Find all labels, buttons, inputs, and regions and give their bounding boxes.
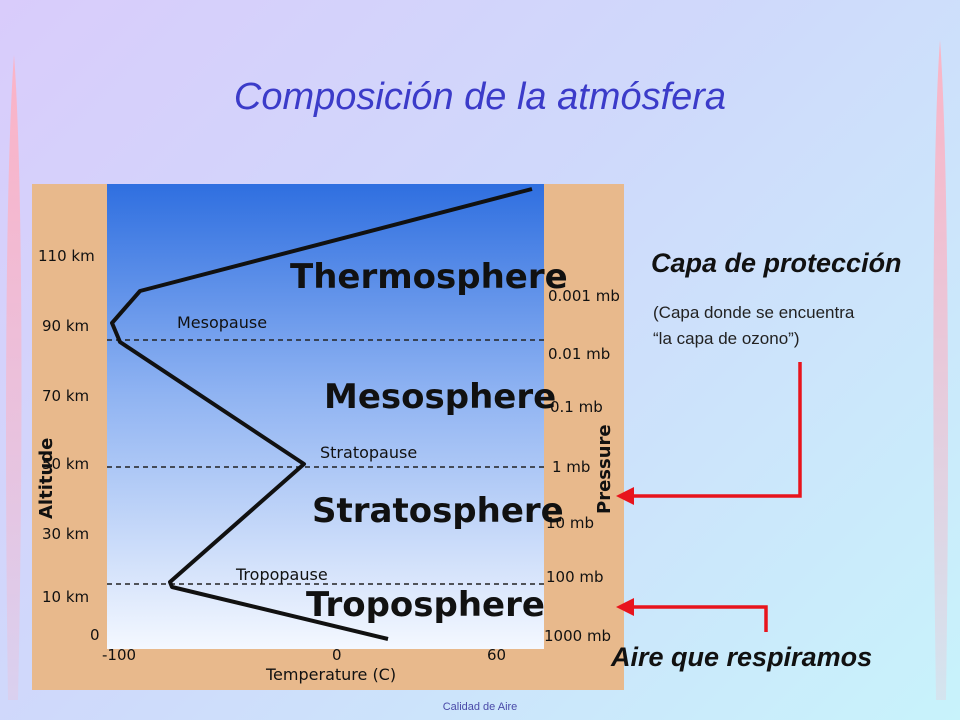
temperature-profile-line <box>110 187 533 641</box>
temperature-axis-label: Temperature (C) <box>265 665 396 684</box>
air-arrowhead <box>616 598 634 616</box>
pressure-tick: 1000 mb <box>544 627 611 645</box>
pressure-tick: 100 mb <box>546 568 604 586</box>
temperature-tick: 60 <box>487 646 506 664</box>
protection-note-line: “la capa de ozono”) <box>653 329 800 348</box>
altitude-tick: 0 <box>90 626 100 644</box>
layer-thermosphere: Thermosphere <box>290 257 568 297</box>
label-tropopause: Tropopause <box>235 565 328 584</box>
pressure-axis-label: Pressure <box>594 424 615 514</box>
breathing-air-label: Aire que respiramos <box>611 642 873 672</box>
altitude-ticks: 110 km 90 km 70 km 50 km 30 km 10 km 0 <box>38 247 100 644</box>
layer-stratosphere: Stratosphere <box>312 491 564 531</box>
altitude-tick: 50 km <box>42 455 89 473</box>
protection-arrow <box>630 362 802 498</box>
pressure-ticks: 0.001 mb 0.01 mb 0.1 mb 1 mb 10 mb 100 m… <box>544 287 620 645</box>
page-title: Composición de la atmósfera <box>233 76 727 118</box>
altitude-tick: 70 km <box>42 387 89 405</box>
footer-text: Calidad de Aire <box>442 701 518 713</box>
protection-layer-note: (Capa donde se encuentra “la capa de ozo… <box>653 300 854 352</box>
protection-note-line: (Capa donde se encuentra <box>653 303 855 322</box>
air-arrow <box>630 605 768 632</box>
temperature-tick: -100 <box>102 646 136 664</box>
label-stratopause: Stratopause <box>320 443 417 462</box>
left-decorative-streak <box>6 55 22 700</box>
protection-layer-title: Capa de protección <box>651 248 902 278</box>
altitude-tick: 10 km <box>42 588 89 606</box>
atmosphere-diagram: Thermosphere Mesosphere Stratosphere Tro… <box>32 184 624 690</box>
label-mesopause: Mesopause <box>177 313 267 332</box>
pressure-tick: 0.1 mb <box>550 398 603 416</box>
altitude-axis-label: Altitude <box>36 438 57 519</box>
layer-mesosphere: Mesosphere <box>324 377 556 417</box>
pressure-tick: 10 mb <box>546 514 594 532</box>
pressure-tick: 0.001 mb <box>548 287 620 305</box>
altitude-tick: 30 km <box>42 525 89 543</box>
altitude-tick: 110 km <box>38 247 95 265</box>
protection-arrowhead <box>616 487 634 505</box>
altitude-tick: 90 km <box>42 317 89 335</box>
pressure-tick: 0.01 mb <box>548 345 610 363</box>
layer-troposphere: Troposphere <box>306 585 545 625</box>
temperature-tick: 0 <box>332 646 342 664</box>
right-decorative-streak <box>933 40 948 700</box>
pressure-tick: 1 mb <box>552 458 590 476</box>
